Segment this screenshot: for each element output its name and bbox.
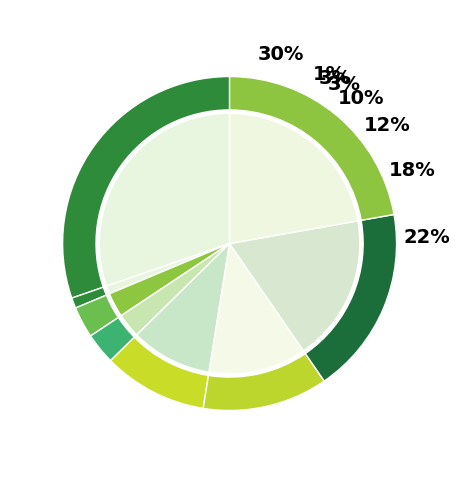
Wedge shape (72, 287, 106, 308)
Wedge shape (109, 244, 229, 316)
Text: 1%: 1% (312, 65, 345, 84)
Wedge shape (229, 222, 359, 351)
Wedge shape (75, 296, 118, 336)
Wedge shape (99, 114, 229, 286)
Text: 18%: 18% (388, 161, 435, 180)
Wedge shape (90, 318, 134, 361)
Text: 10%: 10% (337, 88, 384, 107)
Wedge shape (62, 78, 229, 299)
Text: 3%: 3% (327, 75, 360, 93)
Wedge shape (229, 114, 357, 244)
Text: 22%: 22% (402, 228, 449, 246)
Wedge shape (121, 244, 229, 335)
Wedge shape (208, 244, 303, 374)
Wedge shape (203, 354, 324, 410)
Wedge shape (136, 244, 229, 372)
Text: 12%: 12% (363, 116, 409, 135)
Wedge shape (106, 244, 229, 294)
Wedge shape (305, 215, 396, 381)
Text: 30%: 30% (257, 44, 303, 63)
Wedge shape (110, 338, 208, 408)
Text: 3%: 3% (318, 69, 351, 88)
Wedge shape (229, 78, 393, 221)
